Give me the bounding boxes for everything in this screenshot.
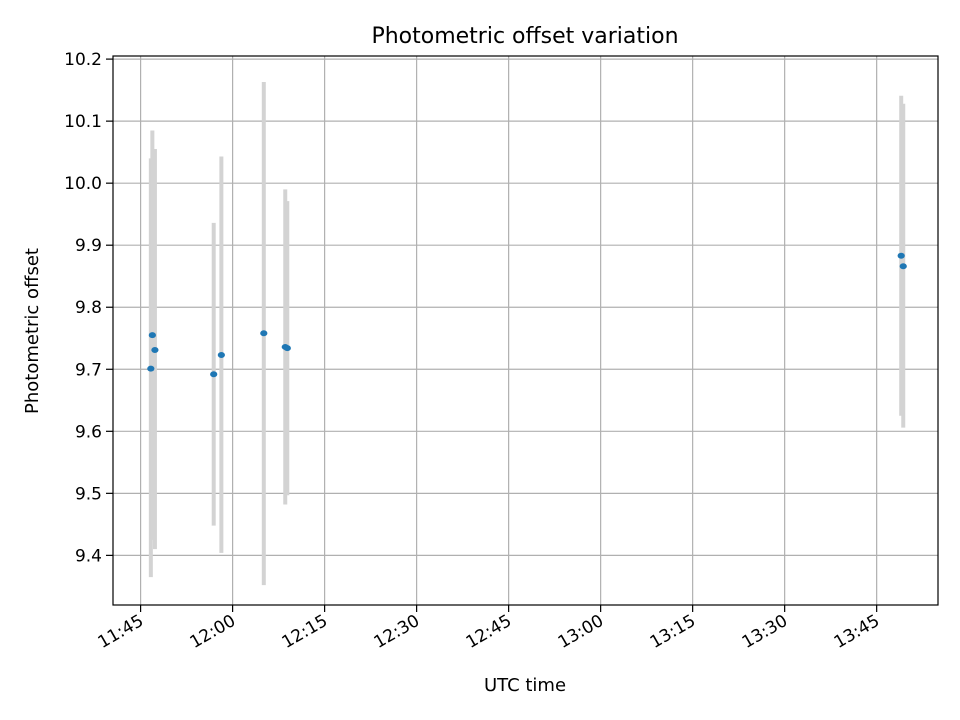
y-tick-label: 9.6	[75, 422, 102, 442]
x-axis: 11:45 12:00 12:15 12:30 12:45 13:00 13:15 13:30…	[95, 605, 883, 653]
x-tick-label: 12:30	[371, 611, 423, 653]
y-tick-label: 9.4	[75, 546, 102, 566]
y-axis: 9.4 9.5 9.6 9.7 9.8 9.9 10.0 10.1 10.2	[64, 50, 113, 566]
grid	[113, 56, 938, 605]
y-tick-label: 10.1	[64, 112, 102, 132]
data-point	[217, 352, 225, 359]
data-point	[260, 330, 268, 337]
y-axis-label: Photometric offset	[22, 248, 43, 414]
data-point	[147, 365, 155, 372]
x-tick-label: 13:45	[831, 611, 883, 653]
chart-title: Photometric offset variation	[371, 24, 678, 49]
data-point	[148, 332, 156, 339]
y-tick-label: 9.7	[75, 360, 102, 380]
y-tick-label: 9.5	[75, 484, 102, 504]
plot-frame	[112, 55, 939, 606]
x-tick-label: 12:00	[187, 611, 239, 653]
data-point	[151, 347, 159, 354]
x-tick-label: 12:45	[463, 611, 515, 653]
data-point	[210, 371, 218, 378]
x-tick-label: 13:30	[739, 611, 791, 653]
x-tick-label: 11:45	[95, 611, 147, 653]
x-axis-label: UTC time	[484, 675, 566, 696]
y-tick-label: 9.9	[75, 236, 102, 256]
x-tick-label: 12:15	[279, 611, 331, 653]
y-tick-label: 10.0	[64, 174, 102, 194]
x-tick-label: 13:15	[647, 611, 699, 653]
x-tick-label: 13:00	[555, 611, 607, 653]
data-point	[897, 252, 905, 259]
data-points	[147, 252, 907, 378]
y-tick-label: 9.8	[75, 298, 102, 318]
data-point	[899, 263, 907, 270]
data-point	[283, 345, 291, 352]
y-tick-label: 10.2	[64, 50, 102, 70]
